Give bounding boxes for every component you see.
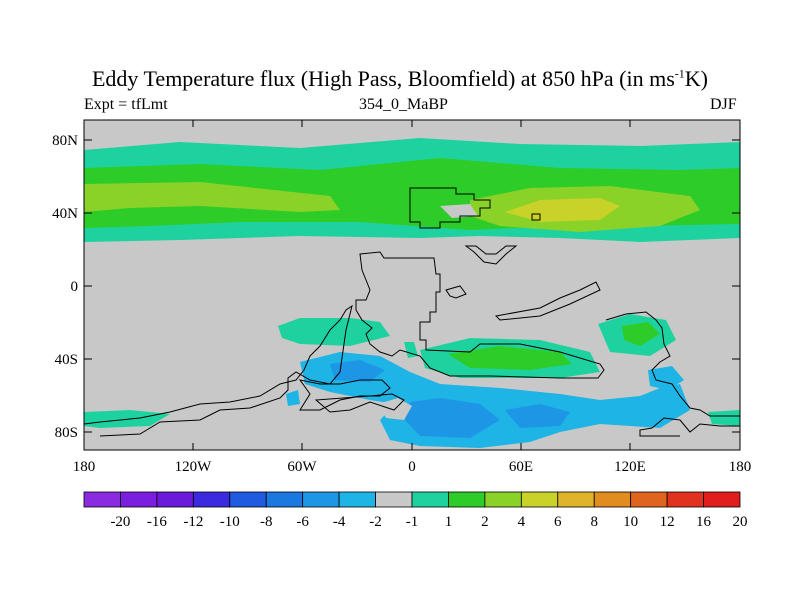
season-label: DJF (710, 96, 737, 113)
colorbar-swatch (448, 491, 486, 508)
experiment-label: Expt = tfLmt (84, 96, 168, 113)
colorbar-label: 4 (518, 514, 526, 530)
coastline-central-landmass (355, 251, 605, 379)
coastline-small-island (531, 213, 541, 221)
lon-label: 60E (509, 459, 533, 475)
colorbar-swatch (156, 491, 194, 508)
colorbar-swatch (557, 491, 595, 508)
lat-label: 80S (55, 425, 78, 441)
colorbar-label: -10 (220, 514, 240, 530)
colorbar-swatch (338, 491, 376, 508)
coastline-west-landmass (84, 304, 353, 437)
colorbar-swatch (375, 491, 413, 508)
lon-ticks (192, 120, 631, 450)
so-blue-mid-far (505, 404, 570, 428)
so-blue-mid-east (405, 398, 500, 438)
lat-label: 0 (71, 279, 79, 295)
colorbar-label: 2 (481, 514, 489, 530)
coastline-southern-ridge (314, 393, 405, 413)
lon-label: 0 (408, 459, 416, 475)
nh-small-gap (440, 204, 478, 218)
colorbar-label: -1 (406, 514, 419, 530)
lon-label: 120W (175, 459, 213, 475)
colorbar-label: 8 (590, 514, 598, 530)
colorbar-label: 12 (660, 514, 675, 530)
colorbar-swatch (666, 491, 704, 508)
colorbar-swatch (302, 491, 340, 508)
colorbar-swatch (192, 491, 231, 508)
lon-label: 120E (614, 459, 646, 475)
colorbar-swatch (630, 491, 668, 508)
colorbar-label: -12 (183, 514, 203, 530)
title-main: Eddy Temperature flux (High Pass, Bloomf… (91, 66, 675, 91)
lon-label: 180 (729, 459, 752, 475)
colorbar-label: -6 (296, 514, 309, 530)
colorbar-swatch (83, 491, 121, 508)
colorbar-label: 6 (554, 514, 562, 530)
lon-labels: 180 120W 60W 0 60E 120E 180 (73, 459, 752, 475)
colorbar-label: 16 (696, 514, 712, 530)
sh-patch-east-inner (622, 322, 660, 346)
coastline-east-continent (605, 311, 740, 437)
colorbar-swatch (593, 491, 632, 508)
colorbar-swatch (411, 491, 449, 508)
lat-labels: 80N 40N 0 40S 80S (52, 133, 78, 441)
lat-ticks (84, 139, 740, 433)
lon-label: 60W (287, 459, 317, 475)
sh-patch-west (278, 318, 390, 346)
colorbar-label: -16 (147, 514, 167, 530)
colorbar: -20 -16 -12 -10 -8 -6 -4 -2 -1 1 2 4 6 8 10 12 16 20 (83, 491, 748, 530)
title-superscript: -1 (674, 66, 685, 81)
colorbar-label: -8 (260, 514, 273, 530)
coastline-eastern-arc (494, 281, 601, 321)
plot-title: Eddy Temperature flux (High Pass, Bloomf… (0, 66, 800, 92)
coastline-central-stub (445, 285, 467, 299)
colorbar-label: 20 (733, 514, 748, 530)
coastline-african-cape (464, 245, 518, 265)
contour-fills (84, 138, 740, 448)
nh-band-high (84, 182, 340, 212)
colorbar-label: 1 (445, 514, 453, 530)
colorbar-label: -20 (110, 514, 130, 530)
so-blue-outer (300, 352, 690, 448)
sh-east-strip (708, 410, 740, 426)
colorbar-label: -4 (333, 514, 346, 530)
so-blue-left-arm (648, 366, 684, 390)
colorbar-label: -2 (369, 514, 382, 530)
coastline-arabia-block (409, 187, 491, 229)
colorbar-swatch (484, 491, 522, 508)
coastline-south-west-shelf (298, 379, 391, 411)
colorbar-swatch (703, 491, 741, 508)
lat-label: 80N (52, 133, 78, 149)
so-blue-small (286, 390, 300, 406)
colorbar-swatch (229, 491, 267, 508)
nh-band-peak (505, 198, 620, 222)
colorbar-swatch (520, 491, 559, 508)
colorbar-swatch (265, 491, 304, 508)
lon-label: 180 (73, 459, 96, 475)
colorbar-label: 10 (623, 514, 638, 530)
so-blue-mid (330, 360, 385, 382)
title-unit-end: K) (684, 66, 708, 91)
sh-patch-center-inner (448, 346, 572, 370)
lat-label: 40N (52, 206, 78, 222)
colorbar-swatch (120, 491, 158, 508)
period-label: 354_0_MaBP (359, 96, 448, 113)
coastlines (84, 187, 740, 437)
lat-label: 40S (55, 352, 78, 368)
